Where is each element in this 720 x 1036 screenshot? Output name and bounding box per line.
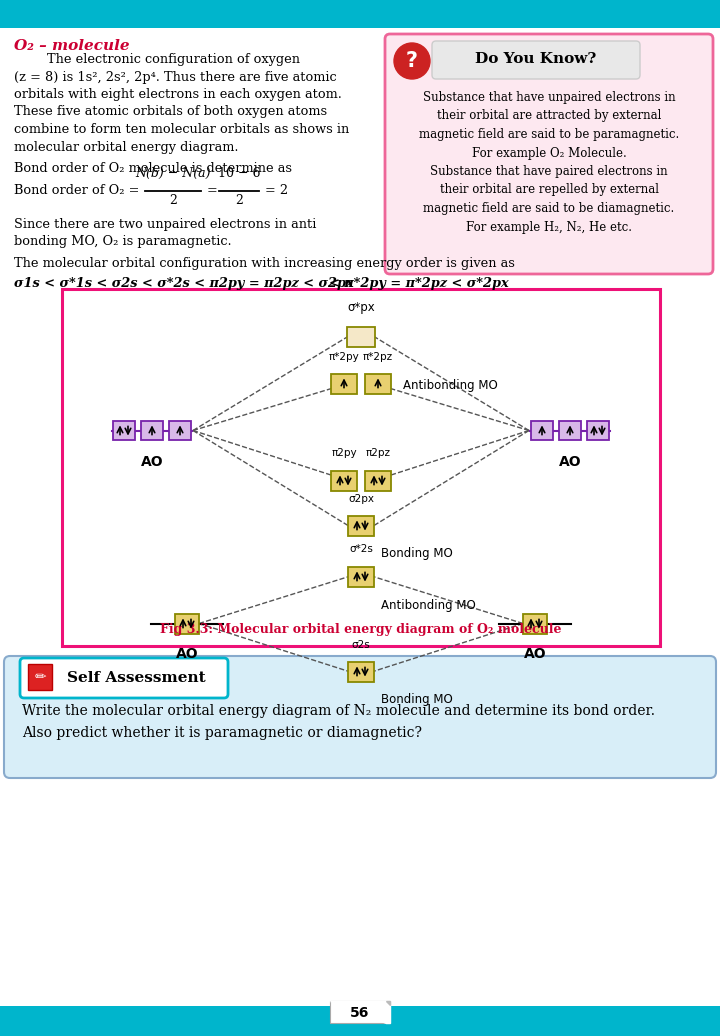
Text: AO: AO	[559, 455, 581, 468]
Text: Write the molecular orbital energy diagram of N₂ molecule and determine its bond: Write the molecular orbital energy diagr…	[22, 704, 655, 740]
Text: orbitals with eight electrons in each oxygen atom.: orbitals with eight electrons in each ox…	[14, 88, 342, 100]
Text: σ2px: σ2px	[348, 493, 374, 503]
Bar	[169, 421, 191, 440]
Text: AO: AO	[523, 648, 546, 662]
Bar	[348, 662, 374, 682]
Text: Antibonding MO: Antibonding MO	[403, 379, 498, 392]
Bar	[62, 288, 660, 646]
Text: π2py: π2py	[331, 449, 357, 459]
FancyBboxPatch shape	[330, 1001, 390, 1023]
Text: 2: 2	[235, 194, 243, 207]
Text: = 2: = 2	[265, 184, 288, 197]
Text: Since there are two unpaired electrons in anti: Since there are two unpaired electrons i…	[14, 218, 316, 231]
Text: combine to form ten molecular orbitals as shows in: combine to form ten molecular orbitals a…	[14, 123, 349, 136]
FancyBboxPatch shape	[20, 658, 228, 698]
Text: π2pz: π2pz	[366, 449, 390, 459]
Bar	[531, 421, 553, 440]
Text: Bond order of O₂ =: Bond order of O₂ =	[14, 184, 143, 197]
Text: π*2pz: π*2pz	[363, 351, 393, 362]
Bar	[365, 470, 391, 490]
Polygon shape	[386, 1001, 390, 1005]
Text: σ*px: σ*px	[347, 301, 375, 315]
Text: O₂ – molecule: O₂ – molecule	[14, 39, 130, 53]
Text: π*2py: π*2py	[328, 351, 359, 362]
Bar	[331, 470, 357, 490]
Text: Do You Know?: Do You Know?	[475, 52, 597, 66]
Text: < π*2py = π*2pz < σ*2px: < π*2py = π*2pz < σ*2px	[320, 277, 508, 289]
Text: molecular orbital energy diagram.: molecular orbital energy diagram.	[14, 141, 238, 153]
Bar	[331, 374, 357, 394]
Text: Substance that have unpaired electrons in
their orbital are attracted by externa: Substance that have unpaired electrons i…	[419, 91, 679, 233]
Bar	[175, 613, 199, 633]
Text: ?: ?	[406, 51, 418, 71]
Text: AO: AO	[176, 648, 198, 662]
Polygon shape	[330, 1001, 390, 1023]
Text: Bonding MO: Bonding MO	[381, 547, 453, 560]
Text: bonding MO, O₂ is paramagnetic.: bonding MO, O₂ is paramagnetic.	[14, 235, 232, 249]
Bar	[587, 421, 609, 440]
Bar	[0, 0, 720, 28]
Text: Bond order of O₂ molecule is determine as: Bond order of O₂ molecule is determine a…	[14, 162, 292, 175]
Bar	[28, 664, 52, 690]
Bar	[365, 374, 391, 394]
Text: AO: AO	[140, 455, 163, 468]
Text: 2: 2	[169, 194, 177, 207]
Text: 56: 56	[351, 1006, 369, 1020]
Text: σ2s: σ2s	[351, 639, 370, 650]
Bar	[348, 516, 374, 536]
Bar	[523, 613, 547, 633]
Text: These five atomic orbitals of both oxygen atoms: These five atomic orbitals of both oxyge…	[14, 106, 327, 118]
Text: (z = 8) is 1s², 2s², 2p⁴. Thus there are five atomic: (z = 8) is 1s², 2s², 2p⁴. Thus there are…	[14, 70, 337, 84]
Bar	[347, 326, 375, 346]
Text: Antibonding MO: Antibonding MO	[381, 599, 476, 611]
Text: The electronic configuration of oxygen: The electronic configuration of oxygen	[14, 53, 300, 66]
Text: N(b) − N(a): N(b) − N(a)	[135, 167, 211, 180]
Text: =: =	[207, 184, 217, 197]
Text: σ*2s: σ*2s	[349, 545, 373, 554]
FancyBboxPatch shape	[4, 656, 716, 778]
Text: Bonding MO: Bonding MO	[381, 693, 453, 707]
Bar	[0, 1006, 720, 1036]
FancyBboxPatch shape	[432, 41, 640, 79]
Text: Fig 3.3: Molecular orbital energy diagram of O₂ molecule: Fig 3.3: Molecular orbital energy diagra…	[161, 624, 562, 636]
Bar	[141, 421, 163, 440]
Text: The molecular orbital configuration with increasing energy order is given as: The molecular orbital configuration with…	[14, 257, 515, 270]
Bar	[113, 421, 135, 440]
Text: ✏: ✏	[34, 670, 46, 684]
Text: Self Assessment: Self Assessment	[67, 671, 205, 685]
Circle shape	[394, 44, 430, 79]
Bar	[348, 567, 374, 586]
Text: σ1s < σ*1s < σ2s < σ*2s < π2py = π2pz < σ2px: σ1s < σ*1s < σ2s < σ*2s < π2py = π2pz < …	[14, 277, 354, 289]
FancyBboxPatch shape	[385, 34, 713, 274]
Text: 10 − 6: 10 − 6	[217, 167, 260, 180]
Bar	[559, 421, 581, 440]
